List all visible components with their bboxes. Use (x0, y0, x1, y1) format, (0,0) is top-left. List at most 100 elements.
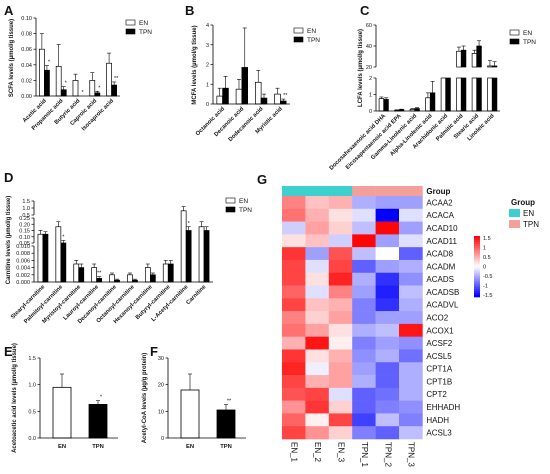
panel-g-colorbar-step (474, 236, 480, 239)
panel-c-bar-tpn-upper (491, 65, 498, 68)
panel-g-row-label: ACADSB (426, 288, 459, 297)
panel-g-cell (305, 426, 330, 440)
panel-g-cell (399, 323, 423, 337)
panel-g-cell (305, 375, 330, 389)
panel-f-y-tick-label: 30 (158, 356, 164, 362)
panel-a-legend-label-tpn: TPN (139, 29, 152, 36)
panel-g-colorbar-step (474, 290, 480, 294)
panel-a-bar-tpn (44, 69, 50, 97)
panel-a-y-label: SCFA levels (µmol/g tissue) (9, 19, 15, 97)
panel-g-colorbar-step (474, 278, 480, 282)
panel-d-y-tick-label: 0.010 (16, 244, 30, 250)
panel-e-y-tick-label: 1.5 (28, 356, 36, 362)
panel-e-category-label: EN (58, 444, 66, 450)
panel-c-y-tick-label: 40 (366, 44, 372, 50)
panel-c-bar-tpn (429, 92, 436, 112)
panel-g-colorbar-step (474, 286, 480, 290)
panel-d-bar-tpn (96, 278, 103, 283)
panel-g-cell (328, 221, 353, 235)
panel-g-cell (282, 323, 306, 337)
panel-d-legend-swatch-en (225, 197, 236, 204)
panel-g-cell (282, 234, 306, 248)
panel-g-cell (282, 349, 306, 363)
panel-c-bar-en (425, 97, 431, 112)
panel-f-y-tick-label: 10 (158, 409, 164, 415)
panel-g-cell (282, 298, 306, 312)
panel-g-cell (282, 400, 306, 414)
panel-g-colorbar-step (474, 244, 480, 247)
panel-g-cell (375, 259, 400, 274)
panel-g-cell (352, 234, 376, 248)
panel-g-row-label: ACAD11 (426, 237, 457, 246)
panel-g-colorbar-step (474, 250, 480, 253)
panel-g-cell (328, 259, 353, 274)
panel-g-cell (328, 272, 353, 286)
panel-g-cell (352, 336, 376, 350)
panel-g-cell (375, 221, 400, 235)
panel-g-cell (352, 387, 376, 401)
panel-g-row-label: CPT1A (426, 365, 452, 374)
panel-b-significance: ** (283, 93, 288, 99)
panel-b-bar-tpn (280, 100, 287, 105)
panel-g-cell (399, 234, 423, 248)
panel-d-y-tick-label: 0.10 (19, 235, 30, 241)
panel-g-row-label: ACACA (426, 211, 454, 220)
panel-b-bar-tpn (241, 67, 249, 105)
panel-g-cell (352, 311, 376, 325)
panel-a-significance: * (81, 90, 84, 96)
panel-g-group-legend-label-tpn: TPN (523, 220, 539, 229)
panel-c-category-label: Docosahexaenoic acid DHA (329, 113, 388, 172)
panel-f-significance: ** (227, 399, 232, 405)
panel-a-significance: * (65, 81, 68, 87)
panel-g-cell (305, 259, 330, 274)
panel-g-column-label: TPN_1 (360, 442, 369, 467)
panel-g-cell (352, 298, 376, 312)
panel-g-colorbar-step (474, 252, 480, 255)
panel-g-cell (282, 259, 306, 274)
panel-d-y-tick-label: 0.002 (16, 273, 30, 279)
panel-c-bar-tpn-lower (491, 77, 498, 112)
panel-d-bar-tpn (60, 242, 67, 283)
panel-g-cell (352, 375, 376, 389)
panel-d-y-tick-label: 0.008 (16, 251, 30, 257)
panel-c-bar-en-lower (487, 77, 493, 112)
panel-g-cell (305, 208, 330, 222)
panel-d-bar-tpn (42, 233, 49, 283)
panel-c-bar-tpn-lower (460, 77, 467, 112)
panel-b-category-label: Dodecanoic acid (228, 106, 265, 143)
panel-a-y-tick-label: 0.08 (21, 32, 32, 38)
panel-e-y-label: Acetoacetic acid levels (µmol/g tissue) (12, 343, 18, 453)
panel-g-colorbar-tick: 0.5 (483, 255, 491, 261)
panel-b-y-label: MCFA levels (µmol/g tissue) (192, 25, 198, 104)
panel-a-bar-tpn (111, 84, 117, 97)
panel-d-legend-label-en: EN (239, 198, 248, 205)
panel-a-y-tick-label: 0.06 (21, 47, 32, 53)
panel-b-bar-en (255, 81, 262, 105)
panel-g-group-legend-label-en: EN (523, 209, 534, 218)
panel-g-cell (305, 221, 330, 235)
panel-b-legend-label-en: EN (307, 28, 316, 35)
panel-a-bar-en (89, 80, 96, 97)
panel-g-cell (399, 221, 423, 235)
panel-g-row-label: ACADM (426, 262, 455, 271)
panel-a-y-tick-label: 0.04 (21, 63, 32, 69)
panel-g-colorbar-step (474, 294, 480, 298)
panel-g-cell (399, 387, 423, 401)
panel-g-row-label: ACO2 (426, 314, 448, 323)
panel-g-row-label: HADH (426, 416, 449, 425)
panel-g-group-legend-swatch-en (509, 209, 520, 217)
panel-g-cell (375, 375, 400, 389)
panel-g-cell (305, 247, 330, 261)
panel-g-cell (399, 426, 423, 440)
panel-g-cell (305, 362, 330, 376)
panel-g-cell (352, 196, 376, 210)
panel-c-legend-swatch-tpn (509, 38, 520, 45)
panel-label-g: G (257, 172, 267, 187)
panel-g-cell (282, 362, 306, 376)
panel-d-bar-en (162, 263, 169, 283)
panel-g-cell (305, 298, 330, 312)
panel-d-bar-en (109, 274, 115, 283)
panel-a-significance: * (48, 60, 51, 66)
panel-g-colorbar-tick: 1 (483, 245, 486, 251)
panel-g-colorbar-tick: -1 (483, 284, 488, 290)
